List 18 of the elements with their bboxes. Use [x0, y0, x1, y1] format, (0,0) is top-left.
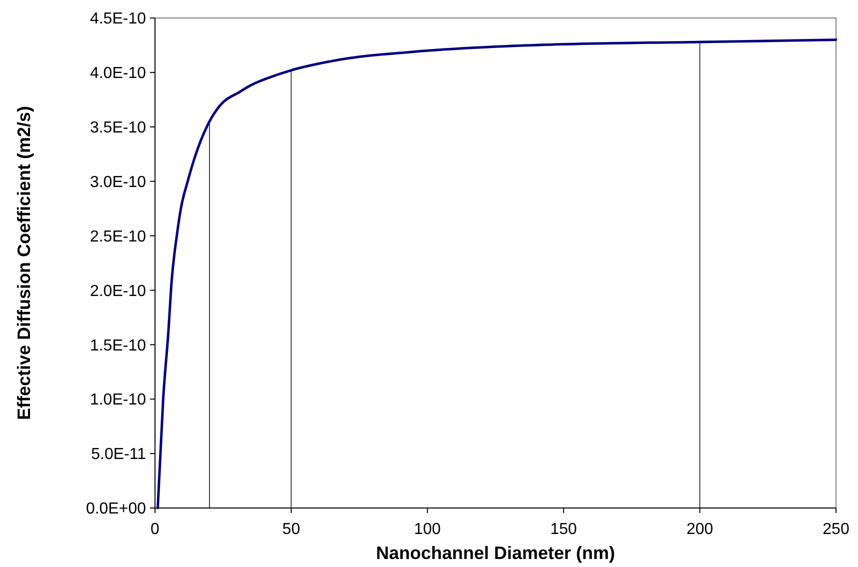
x-tick-label: 100	[414, 521, 441, 538]
y-tick-label: 3.5E-10	[90, 119, 146, 136]
x-tick-label: 0	[150, 521, 160, 538]
x-tick-label: 200	[686, 521, 714, 538]
y-axis-title: Effective Diffusion Coefficient (m2/s)	[14, 106, 34, 420]
x-axis-title: Nanochannel Diameter (nm)	[376, 543, 616, 563]
y-tick-label: 2.5E-10	[90, 228, 146, 246]
x-tick-label: 250	[822, 521, 850, 538]
y-tick-label: 2.0E-10	[90, 282, 146, 300]
y-tick-label: 5.0E-11	[91, 446, 146, 464]
x-tick-label: 50	[282, 521, 300, 538]
y-tick-label: 3.0E-10	[90, 174, 146, 191]
y-tick-label: 4.5E-10	[90, 10, 146, 28]
y-tick-label: 4.0E-10	[90, 65, 146, 82]
y-tick-label: 1.0E-10	[90, 392, 146, 409]
y-tick-label: 1.5E-10	[90, 337, 146, 354]
x-tick-label: 150	[550, 521, 578, 538]
y-tick-label: 0.0E+00	[86, 500, 146, 518]
